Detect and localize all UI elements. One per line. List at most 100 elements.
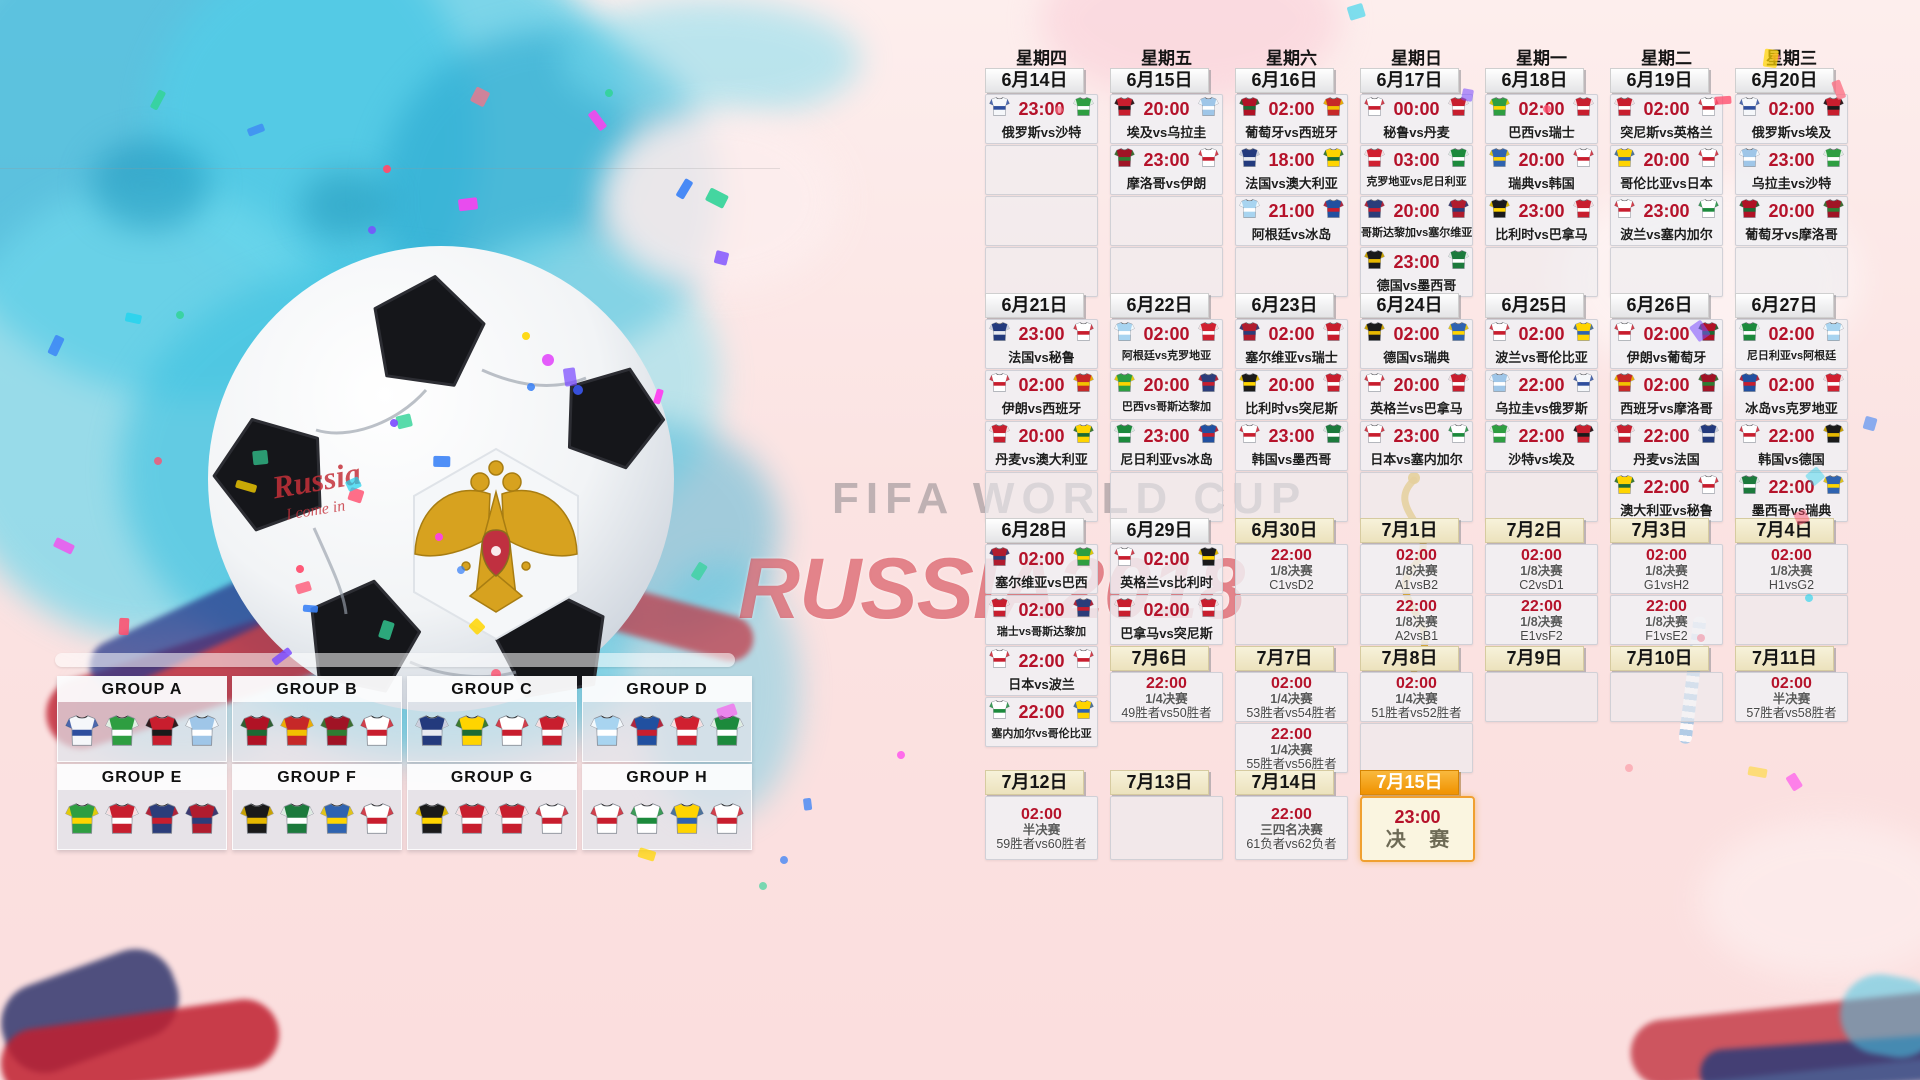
match-teams: 埃及vs乌拉圭	[1126, 125, 1207, 140]
away-jersey-icon	[1323, 373, 1344, 397]
match-time: 20:00	[1018, 425, 1065, 446]
group-box: GROUP G	[407, 764, 577, 850]
away-jersey-icon	[1073, 700, 1094, 724]
jersey-icon	[1239, 148, 1260, 167]
jersey-icon	[1073, 373, 1094, 392]
match-cell: 02:00 英格兰vs比利时	[1110, 544, 1223, 594]
away-jersey-icon	[1448, 97, 1469, 121]
jersey-icon	[1739, 199, 1760, 218]
home-jersey-icon	[1489, 97, 1510, 121]
match-time: 02:00	[1643, 374, 1690, 395]
match-teams: 日本vs塞内加尔	[1370, 452, 1463, 467]
match-time: 02:00	[1771, 546, 1812, 564]
paint-blob	[1700, 820, 1920, 980]
match-cell: 22:00 丹麦vs法国	[1610, 421, 1723, 471]
jersey-icon	[1239, 199, 1260, 218]
jersey-icon	[1489, 373, 1510, 392]
match-teams: 日本vs波兰	[1008, 677, 1075, 692]
pairing-label: 51胜者vs52胜者	[1371, 705, 1462, 720]
weekday-label: 星期二	[1641, 49, 1692, 68]
match-row: 23:00	[1361, 248, 1472, 274]
match-time: 02:00	[1143, 323, 1190, 344]
match-row: 02:00	[1236, 95, 1347, 121]
home-jersey-icon	[1364, 322, 1385, 346]
match-teams: 哥伦比亚vs日本	[1620, 176, 1713, 191]
home-jersey-icon	[1364, 250, 1385, 274]
jersey-icon	[1323, 424, 1344, 443]
match-time: 22:00	[1271, 725, 1312, 743]
away-jersey-icon	[1573, 148, 1594, 172]
match-teams: 韩国vs墨西哥	[1251, 452, 1332, 467]
away-jersey-icon	[1823, 322, 1844, 346]
jersey-icon	[1114, 424, 1135, 443]
jersey-icon	[1573, 199, 1594, 218]
jersey-icon	[145, 802, 179, 834]
match-teams: 丹麦vs法国	[1633, 452, 1700, 467]
match-teams: 葡萄牙vs西班牙	[1245, 125, 1338, 140]
round-label: 1/4决赛	[1270, 742, 1313, 757]
knockout-cell: 02:00 1/8决赛 C2vsD1	[1485, 544, 1598, 594]
group-title: GROUP A	[58, 677, 226, 702]
empty-cell	[1235, 247, 1348, 297]
date-header: 6月28日	[985, 518, 1084, 543]
match-time: 18:00	[1268, 149, 1315, 170]
jersey-icon	[670, 714, 704, 746]
confetti-piece	[119, 618, 130, 636]
away-jersey-icon	[1073, 598, 1094, 622]
group-jerseys	[58, 702, 226, 758]
match-row: 00:00	[1361, 95, 1472, 121]
match-time: 20:00	[1393, 200, 1440, 221]
match-row: 02:00	[1111, 320, 1222, 346]
match-teams: 克罗地亚vs尼日利亚	[1366, 176, 1467, 188]
pairing-label: 53胜者vs54胜者	[1246, 705, 1337, 720]
match-time: 02:00	[1396, 674, 1437, 692]
group-box: GROUP B	[232, 676, 402, 762]
match-cell: 02:00 阿根廷vs克罗地亚	[1110, 319, 1223, 369]
match-cell: 20:00 哥伦比亚vs日本	[1610, 145, 1723, 195]
away-jersey-icon	[1323, 424, 1344, 448]
confetti-piece	[757, 880, 769, 892]
jersey-icon	[1448, 322, 1469, 341]
home-jersey-icon	[1739, 322, 1760, 346]
match-row: 22:00	[1736, 422, 1847, 448]
home-jersey-icon	[1364, 373, 1385, 397]
jersey-icon	[1448, 373, 1469, 392]
home-jersey-icon	[1614, 373, 1635, 397]
home-jersey-icon	[1739, 475, 1760, 499]
date-header: 6月14日	[985, 68, 1084, 93]
date-header: 7月14日	[1235, 770, 1334, 795]
home-jersey-icon	[1614, 322, 1635, 346]
home-jersey-icon	[989, 373, 1010, 397]
jersey-icon	[989, 547, 1010, 566]
match-teams: 法国vs澳大利亚	[1245, 176, 1338, 191]
match-time: 22:00	[1018, 650, 1065, 671]
round-label: 半决赛	[1772, 691, 1811, 706]
jersey-icon	[1073, 598, 1094, 617]
away-jersey-icon	[1198, 547, 1219, 571]
date-header: 6月23日	[1235, 293, 1334, 318]
home-jersey-icon	[1739, 148, 1760, 172]
match-time: 20:00	[1768, 200, 1815, 221]
jersey-icon	[1114, 322, 1135, 341]
match-cell: 22:00 沙特vs埃及	[1485, 421, 1598, 471]
match-time: 23:00	[1518, 200, 1565, 221]
confetti-piece	[779, 855, 788, 865]
home-jersey-icon	[1489, 373, 1510, 397]
pairing-label: 49胜者vs50胜者	[1121, 705, 1212, 720]
pairing-label: A1vsB2	[1394, 577, 1439, 592]
group-title: GROUP B	[233, 677, 401, 702]
knockout-cell: 22:00 1/4决赛 49胜者vs50胜者	[1110, 672, 1223, 722]
match-cell: 02:00 突尼斯vs英格兰	[1610, 94, 1723, 144]
match-row: 02:00	[986, 545, 1097, 571]
match-cell: 20:00 瑞典vs韩国	[1485, 145, 1598, 195]
jersey-icon	[1448, 199, 1469, 218]
match-time: 22:00	[1643, 476, 1690, 497]
match-teams: 韩国vs德国	[1758, 452, 1825, 467]
match-time: 02:00	[1393, 323, 1440, 344]
group-box: GROUP H	[582, 764, 752, 850]
home-jersey-icon	[989, 700, 1010, 724]
home-jersey-icon	[1364, 148, 1385, 172]
match-time: 20:00	[1268, 374, 1315, 395]
match-teams: 冰岛vs克罗地亚	[1745, 401, 1838, 416]
